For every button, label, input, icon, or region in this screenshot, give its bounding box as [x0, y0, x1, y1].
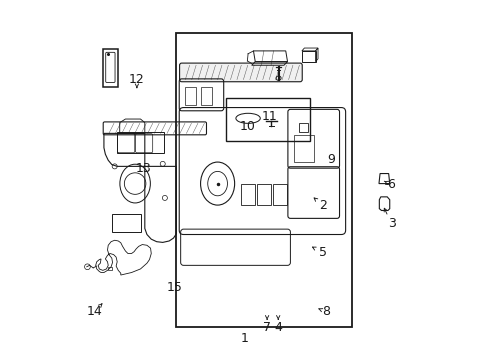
Text: 14: 14	[86, 305, 102, 318]
Text: 2: 2	[319, 199, 326, 212]
Bar	[301, 51, 315, 62]
Bar	[201, 87, 212, 105]
Bar	[257, 184, 270, 205]
Text: 10: 10	[239, 121, 255, 134]
Bar	[273, 184, 286, 205]
Bar	[225, 98, 309, 140]
Text: 3: 3	[387, 217, 395, 230]
Text: 11: 11	[261, 110, 277, 123]
Text: 5: 5	[318, 246, 326, 259]
Text: 15: 15	[166, 281, 182, 294]
Text: 6: 6	[387, 178, 395, 191]
Bar	[107, 267, 112, 270]
Text: 1: 1	[240, 332, 248, 345]
Bar	[102, 49, 118, 87]
Text: 7: 7	[263, 320, 270, 333]
Bar	[293, 135, 313, 162]
Bar	[112, 214, 140, 232]
Text: 4: 4	[274, 320, 282, 333]
Bar	[299, 123, 308, 132]
Bar	[117, 132, 163, 153]
Bar	[184, 87, 196, 105]
FancyBboxPatch shape	[179, 63, 302, 82]
Text: 9: 9	[326, 153, 335, 166]
Bar	[241, 184, 254, 205]
Bar	[176, 33, 351, 327]
Text: 13: 13	[135, 162, 151, 175]
Text: 8: 8	[322, 306, 329, 319]
Text: 12: 12	[129, 73, 144, 86]
